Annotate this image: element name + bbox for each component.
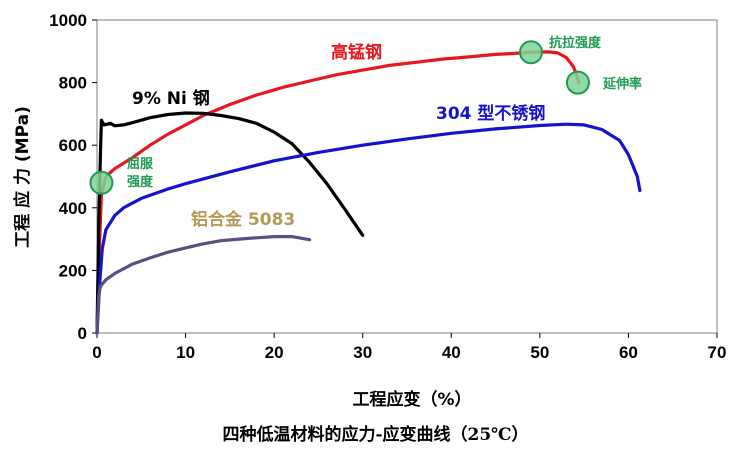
- annotation-tensile-strength: 抗拉强度: [549, 35, 602, 51]
- annotation-yield-line2: 强度: [127, 174, 154, 190]
- chart-caption: 四种低温材料的应力-应变曲线（25℃）: [222, 425, 529, 445]
- label-high-manganese-steel: 高锰钢: [331, 42, 382, 63]
- x-tick-label: 40: [442, 343, 461, 362]
- series-aluminum-5083: [95, 235, 312, 335]
- series-layer: [95, 50, 642, 335]
- x-tick-label: 30: [353, 343, 372, 362]
- stress-strain-chart: 0 200 400 600 800 1000 0 10 20 30 40 50 60 70 工程应变（%…: [12, 11, 726, 410]
- annotation-yield-line1: 屈服: [127, 157, 154, 172]
- y-tick-label: 400: [59, 199, 87, 218]
- x-tick-label: 0: [92, 343, 101, 362]
- y-tick-label: 600: [59, 136, 87, 155]
- label-9ni-steel: 9% Ni 钢: [132, 88, 210, 109]
- plot-area: [96, 19, 718, 334]
- x-tick-label: 50: [530, 343, 549, 362]
- x-tick-label: 10: [176, 343, 195, 362]
- x-tick-label: 20: [265, 343, 284, 362]
- series-9ni-steel: [95, 111, 365, 335]
- marker-elongation: [565, 70, 590, 95]
- y-tick-label: 800: [59, 74, 87, 93]
- y-axis-title: 工程 应 力 (MPa): [12, 106, 33, 248]
- series-304-stainless: [95, 122, 642, 335]
- y-tick-label: 1000: [49, 11, 87, 30]
- x-axis: 0 10 20 30 40 50 60 70: [92, 333, 726, 362]
- x-axis-title: 工程应变（%）: [352, 389, 471, 410]
- label-304-stainless: 304 型不锈钢: [436, 103, 545, 124]
- x-tick-label: 70: [708, 343, 727, 362]
- marker-yield-strength: [89, 170, 114, 195]
- y-tick-label: 0: [78, 324, 87, 343]
- y-axis: 0 200 400 600 800 1000: [49, 11, 97, 343]
- label-aluminum-5083: 铝合金 5083: [191, 209, 295, 230]
- marker-layer: [89, 40, 590, 195]
- x-tick-label: 60: [619, 343, 638, 362]
- annotation-elongation: 延伸率: [602, 76, 642, 92]
- marker-tensile-strength: [519, 40, 543, 65]
- series-high-manganese-steel: [95, 50, 581, 335]
- y-tick-label: 200: [59, 261, 87, 280]
